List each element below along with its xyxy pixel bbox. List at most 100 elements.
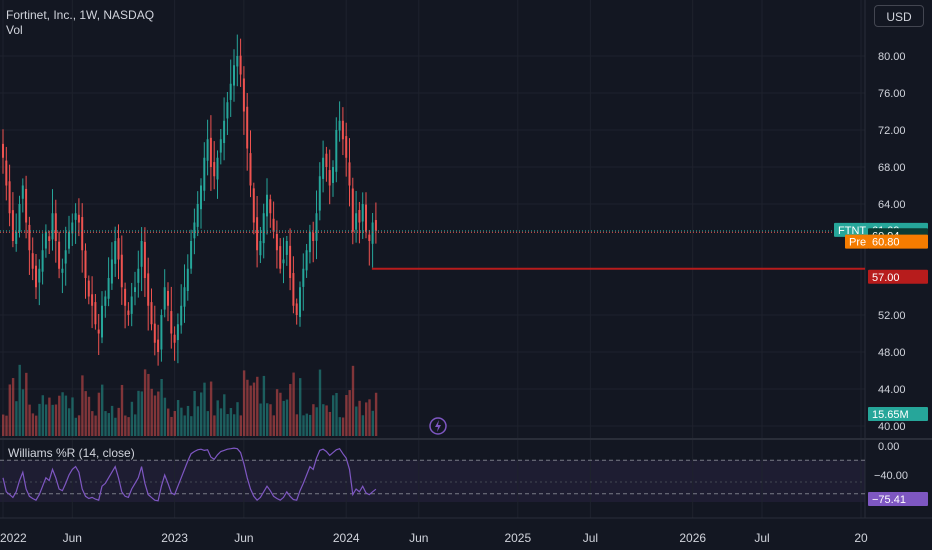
volume-bar: [81, 375, 84, 436]
volume-bar: [11, 378, 15, 436]
volume-legend: Vol: [6, 23, 23, 37]
candle-body: [160, 315, 163, 350]
candle-body: [163, 287, 166, 310]
volume-bar: [91, 411, 94, 436]
candle-body: [295, 303, 298, 315]
candle-body: [137, 268, 140, 283]
candle-body: [77, 214, 80, 223]
candle-body: [292, 273, 295, 306]
volume-bar: [190, 416, 193, 436]
volume-bar: [160, 378, 163, 436]
time-axis-label: 2025: [504, 531, 531, 545]
time-axis-label: Jul: [583, 531, 598, 545]
volume-bar: [41, 395, 44, 436]
candle-body: [134, 287, 136, 292]
candle-body: [31, 253, 34, 269]
candle-body: [8, 181, 11, 214]
volume-bar: [325, 405, 328, 436]
candle-body: [186, 268, 189, 291]
candle-body: [249, 153, 252, 186]
candle-body: [193, 222, 196, 239]
volume-bar: [38, 403, 41, 436]
candle-body: [256, 217, 259, 251]
ticker-tag: FTNT: [838, 225, 866, 237]
time-axis-label: 2024: [333, 531, 360, 545]
volume-bar: [315, 407, 318, 436]
volume-bar: [186, 405, 190, 436]
volume-bar: [332, 395, 335, 436]
volume-bar: [150, 388, 153, 436]
volume-bar: [266, 403, 269, 436]
volume-bar: [338, 417, 341, 436]
currency-button[interactable]: USD: [874, 5, 924, 27]
candle-body: [213, 162, 216, 177]
candle-body: [61, 268, 64, 273]
volume-bar: [180, 407, 183, 436]
candle-body: [173, 334, 176, 343]
candle-body: [282, 259, 285, 264]
candle-body: [180, 305, 183, 326]
candle-body: [153, 323, 156, 343]
candle-body: [371, 222, 374, 244]
wpr-series-line: [2, 447, 377, 502]
volume-bar: [305, 413, 308, 436]
volume-bar: [229, 407, 233, 436]
volume-bar: [130, 401, 134, 436]
indicator-title: Williams %R (14, close): [8, 446, 135, 460]
volume-bar: [341, 417, 345, 436]
volume-bar: [365, 402, 368, 436]
volume-bar: [35, 415, 38, 436]
price-tick-label: 68.00: [878, 162, 906, 174]
volume-bar: [269, 404, 272, 436]
price-tick-label: 80.00: [878, 51, 906, 63]
candle-body: [183, 287, 186, 307]
volume-bar: [262, 375, 266, 436]
candle-body: [219, 139, 222, 153]
volume-bar: [5, 415, 8, 436]
wpr-current-tag-bg: [868, 492, 928, 506]
volume-bar: [97, 392, 101, 436]
price-tick-label: 40.00: [878, 421, 906, 433]
volume-bar: [328, 411, 332, 436]
volume-bar: [21, 389, 25, 436]
wpr-current-tag: −75.41: [872, 494, 906, 506]
volume-bar: [219, 408, 223, 436]
candle-body: [328, 170, 331, 186]
candle-body: [252, 188, 255, 223]
volume-bar: [183, 415, 186, 436]
volume-bar: [348, 390, 351, 436]
volume-bar: [252, 382, 256, 436]
candle-body: [167, 290, 169, 306]
volume-bar: [308, 414, 312, 436]
volume-bar: [170, 416, 173, 436]
volume-bar: [282, 400, 285, 436]
premarket-label-tag: Pre: [849, 237, 866, 249]
candle-body: [11, 210, 14, 241]
volume-bar: [312, 404, 315, 436]
candle-body: [216, 157, 219, 180]
candle-body: [203, 157, 206, 191]
volume-bar: [259, 403, 262, 436]
volume-bar: [322, 404, 325, 436]
volume-bar: [127, 417, 130, 436]
volume-bar: [107, 413, 110, 436]
volume-bar: [74, 417, 77, 436]
volume-bar: [71, 397, 74, 436]
candle-body: [71, 222, 74, 234]
price-tick-label: 52.00: [878, 310, 906, 322]
candle-body: [84, 250, 87, 278]
candle-body: [341, 120, 344, 140]
candle-body: [94, 302, 97, 325]
candle-body: [335, 130, 338, 172]
volume-bar: [371, 410, 374, 436]
candle-body: [48, 236, 51, 241]
candle-body: [190, 241, 193, 269]
volume-bar: [302, 415, 305, 436]
candle-body: [74, 213, 77, 220]
volume-bar: [351, 365, 355, 436]
candle-body: [226, 102, 229, 119]
candle-body: [104, 296, 107, 306]
volume-bar: [242, 370, 246, 436]
candle-body: [35, 265, 37, 288]
